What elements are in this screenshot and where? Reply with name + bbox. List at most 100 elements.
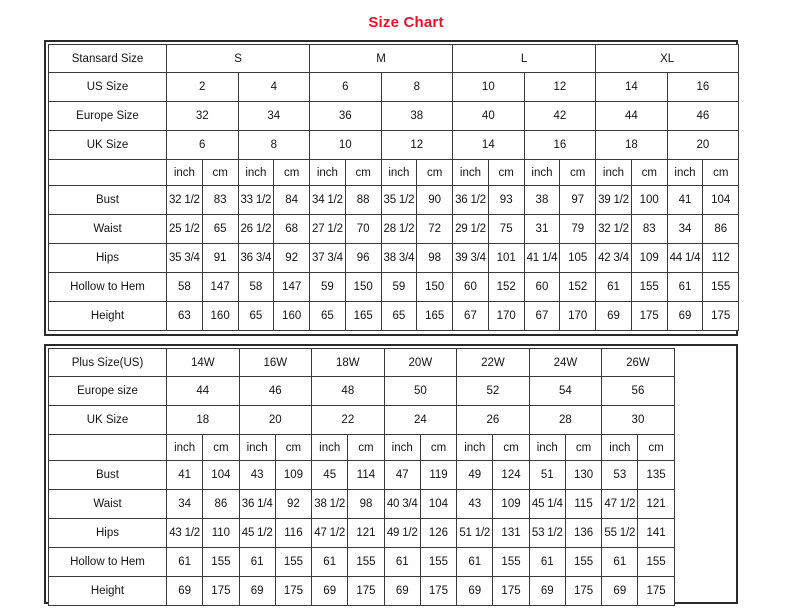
measure-cell-4-15: 175	[702, 301, 740, 331]
plus-unit-cell-6: inch	[383, 434, 421, 461]
plus-measure-cell-4-2: 69	[238, 576, 276, 606]
measure-cell-4-7: 165	[416, 301, 454, 331]
plus-measure-cell-1-5: 98	[347, 489, 385, 519]
measure-cell-3-2: 58	[237, 272, 275, 302]
plus-measure-cell-1-11: 115	[564, 489, 603, 519]
plus-measure-cell-2-4: 47 1/2	[311, 518, 349, 548]
measure-cell-3-9: 152	[487, 272, 525, 302]
cell-2-2: 10	[309, 130, 382, 160]
plus-measure-cell-4-11: 175	[564, 576, 603, 606]
table-row: Bust 41 104 43 109 45 114 47 119 49 124 51 130 53 135	[48, 460, 675, 490]
plus-size-header-label: Plus Size(US)	[48, 348, 167, 377]
measure-cell-4-2: 65	[237, 301, 275, 331]
measure-cell-3-0: 58	[166, 272, 203, 302]
measure-cell-4-12: 69	[595, 301, 632, 331]
measure-cell-3-12: 61	[595, 272, 632, 302]
plus-measure-cell-2-3: 116	[274, 518, 313, 548]
plus-unit-cell-13: cm	[637, 434, 675, 461]
unit-cell-12: inch	[595, 159, 632, 186]
plus-cell-1-6: 30	[601, 405, 675, 435]
plus-unit-cell-11: cm	[564, 434, 603, 461]
plus-measure-label-4: Height	[48, 576, 167, 606]
plus-cell-0-1: 46	[238, 376, 313, 406]
plus-measure-cell-0-7: 119	[419, 460, 458, 490]
plus-measure-cell-0-2: 43	[238, 460, 276, 490]
plus-measure-cell-3-0: 61	[165, 547, 204, 577]
unit-cell-15: cm	[702, 159, 740, 186]
table-row: Hips 35 3/4 91 36 3/4 92 37 3/4 96 38 3/4 98 39 3…	[48, 243, 740, 273]
standard-header-row: Stansard Size S M L XL	[48, 44, 740, 73]
table-row: Hollow to Hem 61 155 61 155 61 155 61 155 61 155 61…	[48, 547, 675, 577]
plus-measure-cell-3-12: 61	[601, 547, 639, 577]
measure-cell-1-8: 29 1/2	[452, 214, 489, 244]
table-row: Bust 32 1/2 83 33 1/2 84 34 1/2 88 35 1/2 90 36 1…	[48, 185, 740, 215]
plus-measure-cell-0-0: 41	[165, 460, 204, 490]
unit-cell-10: inch	[523, 159, 561, 186]
measure-cell-3-3: 147	[273, 272, 311, 302]
plus-measure-cell-2-7: 126	[419, 518, 458, 548]
plus-measure-cell-1-3: 92	[274, 489, 313, 519]
plus-size-table: Plus Size(US) 14W 16W 18W 20W 22W 24W 26W Europe…	[48, 348, 675, 606]
plus-measure-cell-1-13: 121	[637, 489, 675, 519]
measure-label-1: Waist	[48, 214, 167, 244]
measure-cell-2-4: 37 3/4	[309, 243, 346, 273]
plus-measure-cell-4-9: 175	[492, 576, 530, 606]
measure-label-3: Hollow to Hem	[48, 272, 167, 302]
plus-measure-cell-1-9: 109	[492, 489, 530, 519]
unit-cell-4: inch	[309, 159, 346, 186]
measure-cell-3-8: 60	[452, 272, 489, 302]
plus-measure-cell-2-0: 43 1/2	[165, 518, 204, 548]
plus-unit-cell-1: cm	[202, 434, 240, 461]
plus-unit-cell-10: inch	[528, 434, 566, 461]
measure-cell-0-6: 35 1/2	[380, 185, 418, 215]
plus-cell-1-5: 28	[528, 405, 603, 435]
plus-unit-cell-0: inch	[165, 434, 204, 461]
measure-cell-2-7: 98	[416, 243, 454, 273]
plus-measure-cell-3-4: 61	[311, 547, 349, 577]
measure-cell-2-14: 44 1/4	[666, 243, 704, 273]
plus-measure-cell-3-2: 61	[238, 547, 276, 577]
plus-measure-cell-4-8: 69	[456, 576, 494, 606]
page-title: Size Chart	[368, 14, 444, 31]
measure-cell-2-13: 109	[630, 243, 668, 273]
measure-cell-4-9: 170	[487, 301, 525, 331]
unit-row-label	[48, 159, 167, 186]
plus-cell-0-4: 52	[456, 376, 530, 406]
measure-cell-4-8: 67	[452, 301, 489, 331]
plus-measure-cell-0-3: 109	[274, 460, 313, 490]
unit-cell-14: inch	[666, 159, 704, 186]
plus-measure-cell-3-9: 155	[492, 547, 530, 577]
table-row: Waist 34 86 36 1/4 92 38 1/2 98 40 3/4 104 43 109 4…	[48, 489, 675, 519]
plus-unit-cell-4: inch	[311, 434, 349, 461]
plus-size-22w: 22W	[456, 348, 530, 377]
table-row: Height 63 160 65 160 65 165 65 165 67 170 67 170 69 17…	[48, 301, 740, 331]
plus-measure-cell-4-1: 175	[202, 576, 240, 606]
unit-cell-5: cm	[344, 159, 382, 186]
cell-1-5: 42	[523, 101, 597, 131]
plus-unit-cell-12: inch	[601, 434, 639, 461]
row-label-2: UK Size	[48, 130, 167, 160]
plus-unit-row: inch cm inch cm inch cm inch cm inch cm inch cm inch…	[48, 434, 675, 461]
plus-header-row: Plus Size(US) 14W 16W 18W 20W 22W 24W 26W	[48, 348, 675, 377]
measure-cell-4-0: 63	[166, 301, 203, 331]
cell-1-4: 40	[452, 101, 525, 131]
plus-measure-label-0: Bust	[48, 460, 167, 490]
plus-measure-cell-0-11: 130	[564, 460, 603, 490]
unit-cell-9: cm	[487, 159, 525, 186]
measure-cell-0-9: 93	[487, 185, 525, 215]
measure-cell-0-0: 32 1/2	[166, 185, 203, 215]
cell-2-6: 18	[595, 130, 668, 160]
measure-cell-2-3: 92	[273, 243, 311, 273]
plus-measure-label-3: Hollow to Hem	[48, 547, 167, 577]
unit-cell-6: inch	[380, 159, 418, 186]
plus-size-18w: 18W	[311, 348, 385, 377]
standard-size-header-label: Stansard Size	[48, 44, 167, 73]
plus-unit-cell-9: cm	[492, 434, 530, 461]
size-group-l: L	[452, 44, 597, 73]
plus-cell-0-3: 50	[383, 376, 458, 406]
plus-cell-0-5: 54	[528, 376, 603, 406]
title-bar: Size Chart	[0, 14, 802, 32]
measure-cell-2-12: 42 3/4	[595, 243, 632, 273]
measure-cell-0-4: 34 1/2	[309, 185, 346, 215]
